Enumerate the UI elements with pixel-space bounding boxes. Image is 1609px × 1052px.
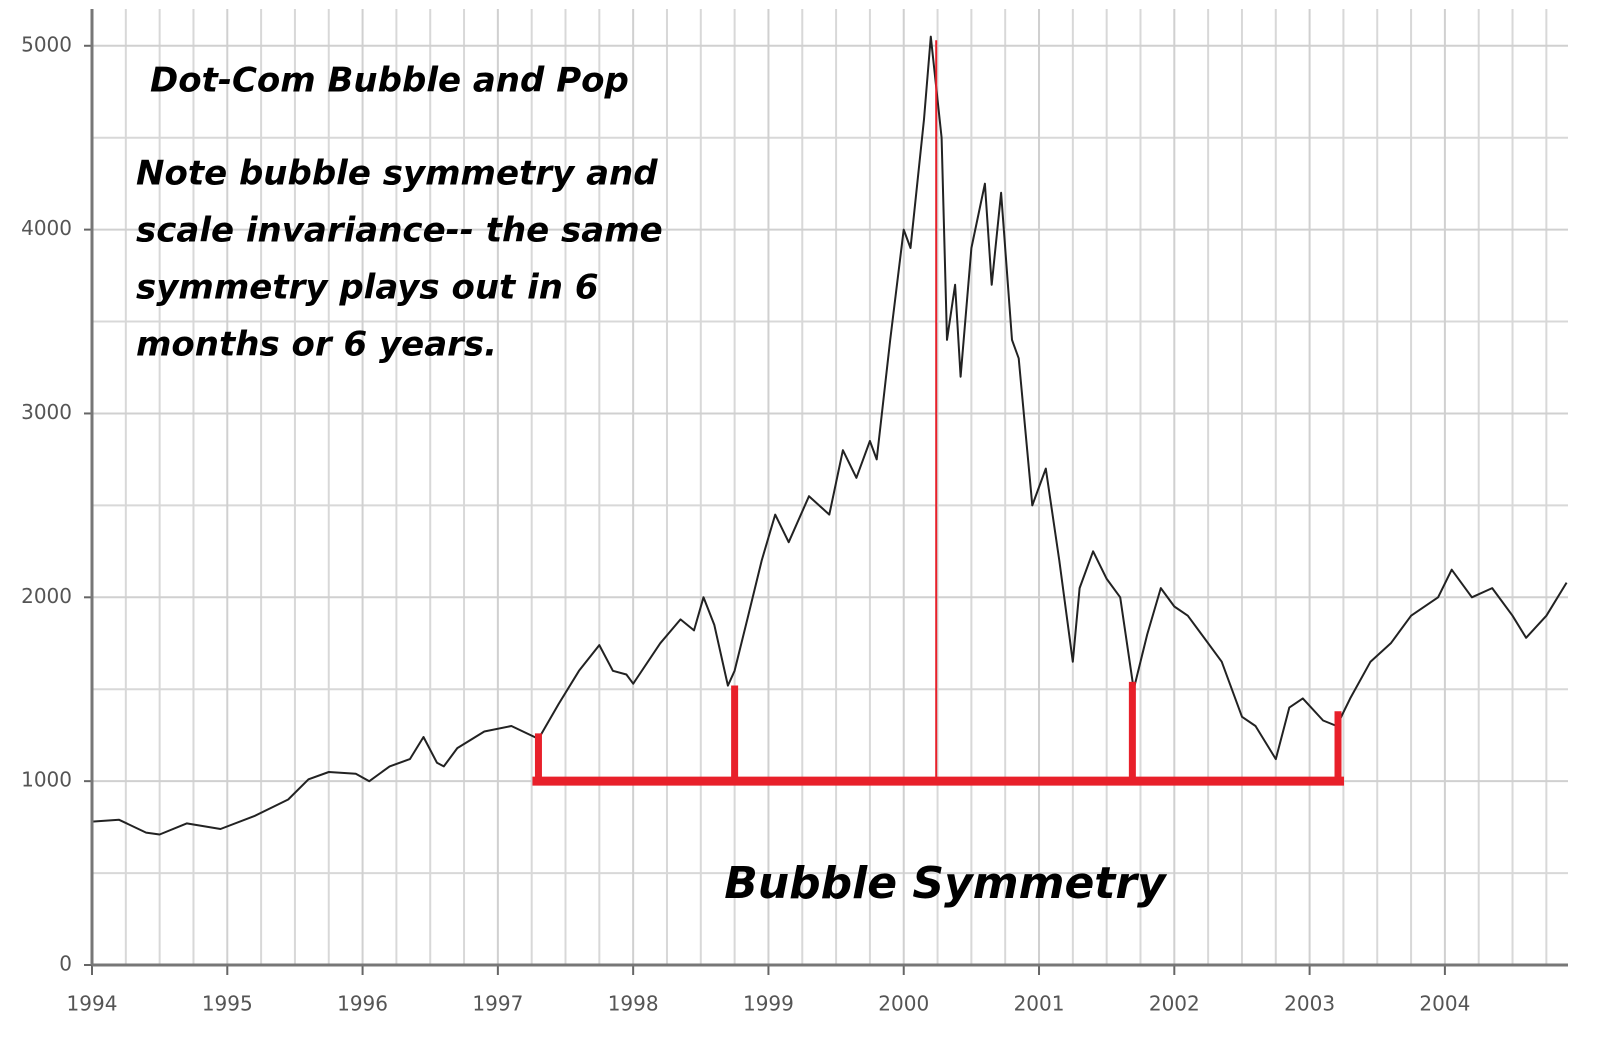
y-tick-label: 1000 bbox=[21, 768, 72, 792]
grid bbox=[91, 9, 1568, 966]
x-tick-label: 1998 bbox=[608, 992, 659, 1016]
note-line: months or 6 years. bbox=[136, 325, 497, 365]
note-line: symmetry plays out in 6 bbox=[136, 268, 598, 308]
x-tick-label: 2001 bbox=[1014, 992, 1065, 1016]
x-tick-label: 1996 bbox=[337, 992, 388, 1016]
x-tick-label: 1995 bbox=[202, 992, 253, 1016]
y-tick-label: 4000 bbox=[21, 216, 72, 240]
x-tick-label: 1999 bbox=[743, 992, 794, 1016]
chart-title: Dot-Com Bubble and Pop bbox=[150, 61, 629, 101]
line bbox=[91, 35, 1568, 836]
y-tick-label: 2000 bbox=[21, 584, 72, 608]
annotation: Bubble Symmetry bbox=[724, 858, 1168, 909]
plot bbox=[91, 35, 1568, 836]
x-tick-label: 2004 bbox=[1419, 992, 1470, 1016]
x-tick-label: 2003 bbox=[1284, 992, 1335, 1016]
note-line: Note bubble symmetry and bbox=[136, 154, 658, 194]
y-tick-label: 0 bbox=[59, 952, 72, 976]
y-tick-label: 5000 bbox=[21, 32, 72, 56]
note-line: scale invariance-- the same bbox=[136, 211, 663, 251]
x-tick-label: 2000 bbox=[878, 992, 929, 1016]
x-tick-label: 1994 bbox=[67, 992, 118, 1016]
x-tick-label: 2002 bbox=[1149, 992, 1200, 1016]
y-tick-label: 3000 bbox=[21, 400, 72, 424]
x-tick-label: 1997 bbox=[472, 992, 523, 1016]
